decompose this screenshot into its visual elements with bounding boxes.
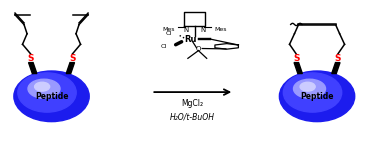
Ellipse shape (35, 82, 50, 91)
Text: Ru: Ru (184, 35, 197, 44)
Text: Mes: Mes (214, 27, 227, 32)
Text: Mes: Mes (163, 27, 175, 32)
Text: H₂O/t-BuOH: H₂O/t-BuOH (170, 113, 215, 122)
Ellipse shape (279, 71, 355, 122)
Text: Cl: Cl (166, 31, 172, 36)
Ellipse shape (18, 73, 76, 112)
Text: Cl: Cl (160, 44, 166, 49)
Ellipse shape (300, 82, 315, 91)
Ellipse shape (284, 73, 342, 112)
Text: O: O (196, 46, 201, 52)
Polygon shape (66, 63, 74, 74)
Polygon shape (29, 63, 37, 74)
Ellipse shape (293, 79, 325, 98)
Polygon shape (294, 63, 302, 74)
Text: N: N (183, 27, 188, 33)
Ellipse shape (28, 79, 60, 98)
Text: S: S (28, 54, 34, 63)
Ellipse shape (14, 71, 89, 122)
Text: S: S (69, 54, 76, 63)
Text: N: N (201, 27, 206, 33)
Text: Peptide: Peptide (300, 92, 334, 101)
Polygon shape (332, 63, 340, 74)
Text: Peptide: Peptide (35, 92, 68, 101)
Text: S: S (335, 54, 341, 63)
Text: S: S (293, 54, 300, 63)
Text: MgCl₂: MgCl₂ (182, 99, 204, 108)
